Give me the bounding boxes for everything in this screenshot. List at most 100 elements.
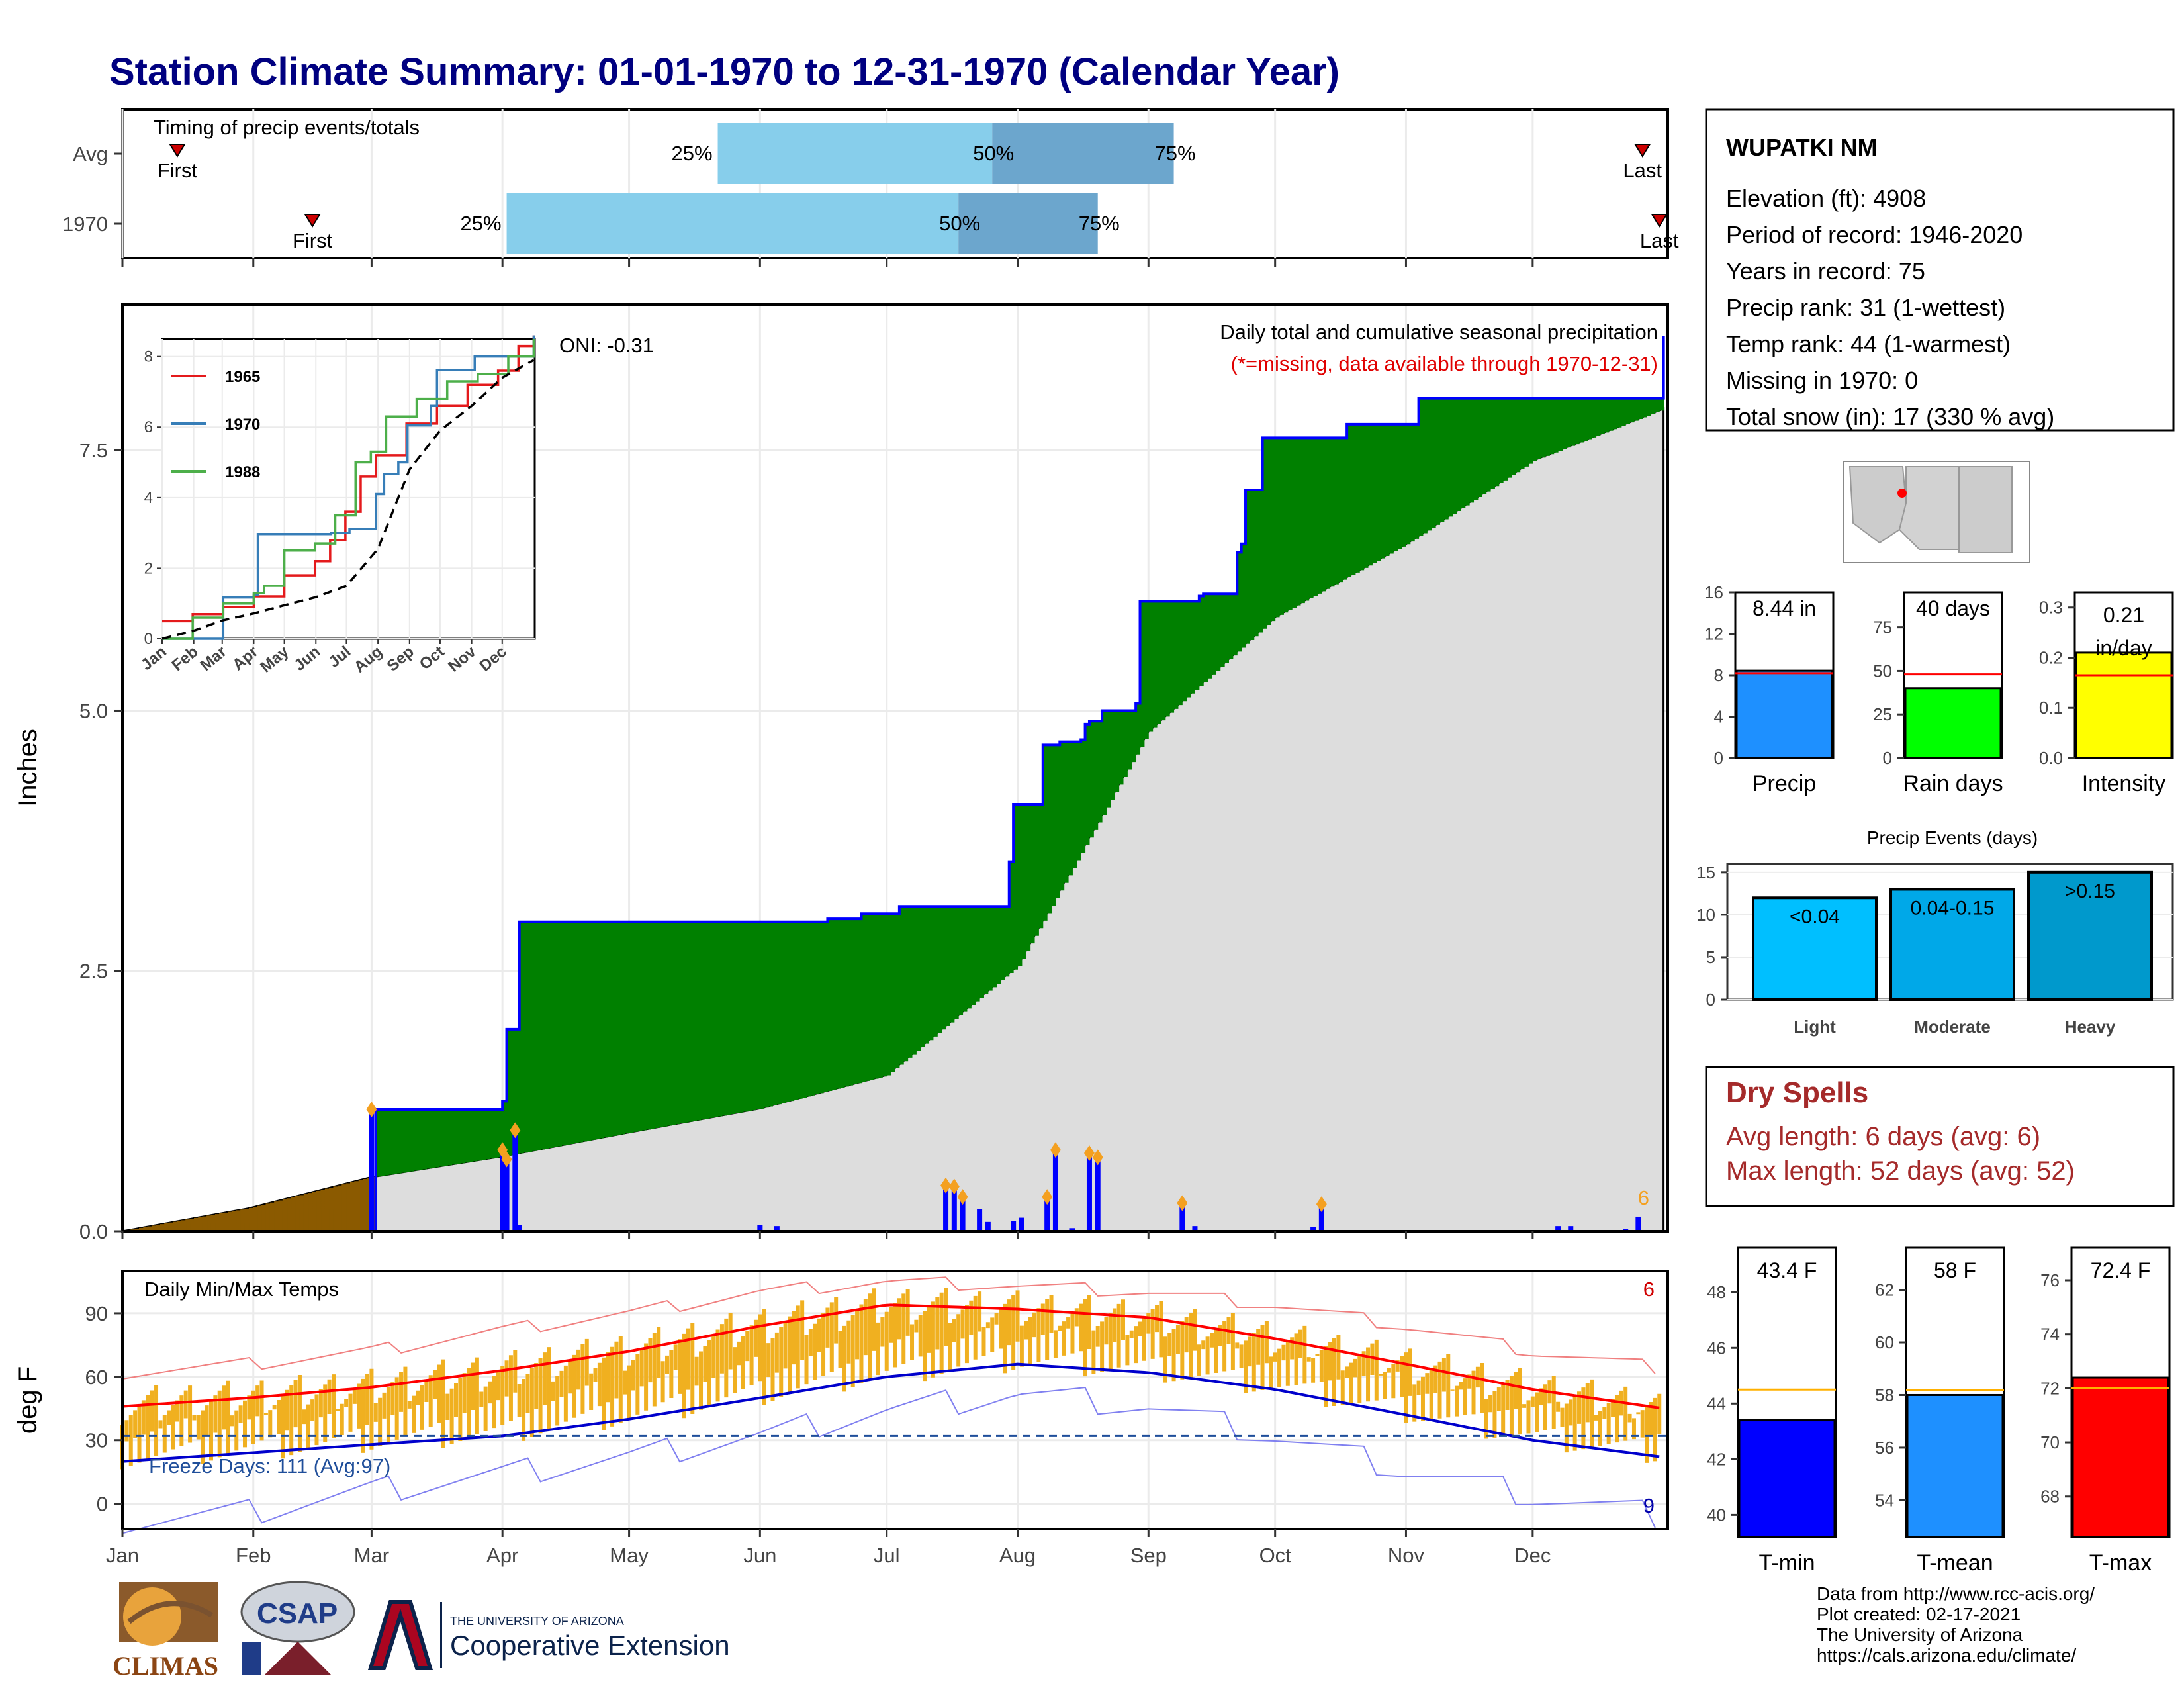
small-chart-ytick-label: 58: [1875, 1385, 1894, 1405]
small-chart-ytick-label: 74: [2040, 1325, 2060, 1344]
precip-surplus-area: [122, 398, 1664, 1232]
timing-bar-q25-q50: [506, 193, 959, 254]
small-chart-bar: [1904, 687, 2002, 759]
timing-last-marker: [1651, 214, 1668, 228]
climas-logo-arc: [127, 1601, 214, 1624]
heavy-precip-marker: [1092, 1149, 1103, 1166]
csap-mountain: [265, 1642, 331, 1675]
daily-precip-bar: [1318, 1204, 1324, 1231]
precip-frame: [121, 303, 1669, 1233]
timing-last-label: Last: [1640, 229, 1679, 252]
events-xlabel: Moderate: [1914, 1017, 1991, 1037]
precip-ylabel: Inches: [13, 729, 42, 807]
station-temp_rank: Temp rank: 44 (1-warmest): [1726, 330, 2011, 357]
temp-ytick-label: 30: [85, 1429, 108, 1452]
map-state-new-mexico: [1958, 466, 2013, 553]
events-ytick-label: 15: [1696, 863, 1715, 882]
temp-ytick-label: 60: [85, 1366, 108, 1389]
month-label: Dec: [1514, 1544, 1551, 1567]
daily-precip-bar: [757, 1225, 763, 1231]
timing-title: Timing of precip events/totals: [154, 116, 420, 139]
station-frame: [1705, 108, 2175, 432]
heavy-precip-marker: [957, 1189, 968, 1205]
heavy-precip-marker: [501, 1151, 512, 1168]
timing-first-marker: [169, 144, 186, 158]
precip-ytick-label: 0.0: [79, 1220, 108, 1243]
small-chart-bar: [1738, 1419, 1836, 1538]
credit-line: The University of Arizona: [1817, 1624, 2023, 1645]
timing-first-marker: [304, 214, 321, 228]
small-chart-ytick-label: 48: [1707, 1282, 1726, 1302]
timing-first-label: First: [293, 229, 333, 252]
events-bar-label: >0.15: [2065, 880, 2115, 902]
timing-q75-label: 75%: [1155, 142, 1196, 165]
station-precip_rank: Precip rank: 31 (1-wettest): [1726, 294, 2005, 321]
small-chart-ytick-label: 72: [2040, 1378, 2060, 1398]
heavy-precip-marker: [940, 1177, 952, 1194]
station-missing: Missing in 1970: 0: [1726, 367, 1918, 394]
oni-label: ONI: -0.31: [559, 334, 654, 357]
timing-bar-q25-q50: [717, 123, 993, 184]
ua-logo-coop-text: Cooperative Extension: [450, 1630, 730, 1661]
inset-series-line-1988: [162, 339, 535, 640]
small-chart-xlabel: T-mean: [1917, 1550, 1993, 1575]
small-chart-ytick-label: 0.1: [2039, 698, 2063, 718]
record-min-line: [122, 1387, 1656, 1534]
daily-precip-bar: [1069, 1228, 1075, 1231]
timing-q75-label: 75%: [1079, 212, 1120, 235]
small-chart-ytick-label: 42: [1707, 1449, 1726, 1469]
small-chart-ytick-label: 70: [2040, 1432, 2060, 1452]
small-chart-ytick-label: 54: [1875, 1490, 1894, 1510]
temp-ytick-label: 0: [97, 1493, 108, 1516]
temp-ylabel: deg F: [13, 1366, 42, 1434]
month-label: Jul: [874, 1544, 900, 1567]
month-label: Sep: [1130, 1544, 1167, 1567]
timing-last-label: Last: [1623, 159, 1662, 182]
small-chart-ytick-label: 0.0: [2039, 748, 2063, 768]
map-state-arizona: [1898, 466, 1960, 550]
events-title: Precip Events (days): [1867, 827, 2038, 848]
inset-legend-label: 1988: [225, 463, 260, 481]
min-count-label: 9: [1643, 1494, 1655, 1517]
small-chart-xlabel: Precip: [1752, 771, 1816, 796]
daily-precip-bar: [1095, 1157, 1101, 1231]
small-chart-ytick-label: 40: [1707, 1505, 1726, 1524]
precip-title: Daily total and cumulative seasonal prec…: [1220, 320, 1658, 344]
daily-precip-bar: [1052, 1150, 1058, 1231]
inset-ytick-label: 8: [144, 348, 153, 366]
heavy-precip-marker: [1083, 1145, 1095, 1162]
precip-subtitle: (*=missing, data available through 1970-…: [1231, 352, 1658, 375]
daily-precip-bar: [369, 1109, 375, 1231]
small-chart-ytick-label: 50: [1873, 661, 1892, 680]
daily-precip-bar: [1086, 1153, 1092, 1231]
small-chart-ytick-label: 60: [1875, 1333, 1894, 1352]
inset-ytick-label: 4: [144, 489, 153, 507]
daily-precip-bar: [951, 1186, 957, 1231]
summary-bar-charts: 0 4 8 12 16 Precip 8.44 in 0 25 50 75 Rain days 40 d…: [1704, 583, 2174, 796]
daily-precip-bar: [1011, 1221, 1017, 1231]
small-chart-xlabel: T-max: [2089, 1550, 2152, 1575]
events-bar: [1889, 888, 2015, 1001]
small-chart-ytick-label: 25: [1873, 704, 1892, 724]
station-name: WUPATKI NM: [1726, 134, 1878, 161]
credits: Data from http://www.rcc-acis.org/ Plot …: [1817, 1583, 2095, 1665]
normal-max-line: [122, 1303, 1660, 1409]
events-bar-label: 0.04-0.15: [1911, 897, 1995, 919]
dry-spells-frame: [1705, 1066, 2175, 1207]
month-label: Mar: [354, 1544, 389, 1567]
timing-first-label: First: [158, 159, 198, 182]
csap-logo: CSAP: [240, 1581, 355, 1675]
station-years: Years in record: 75: [1726, 258, 1925, 285]
timing-row-label: 1970: [62, 212, 108, 236]
temp-ytick-label: 90: [85, 1302, 108, 1325]
dry-spells-avg: Avg length: 6 days (avg: 6): [1726, 1122, 2040, 1151]
inset-ytick-label: 2: [144, 559, 153, 577]
small-chart-ytick-label: 16: [1704, 583, 1723, 602]
daily-precip-bar: [504, 1159, 510, 1231]
climas-logo: CLIMAS: [113, 1582, 218, 1681]
heavy-precip-marker: [948, 1178, 960, 1195]
daily-precip-bar: [1568, 1226, 1574, 1231]
daily-precip-bar: [985, 1221, 991, 1231]
timing-q50-label: 50%: [973, 142, 1014, 165]
daily-precip-bar: [774, 1226, 780, 1231]
